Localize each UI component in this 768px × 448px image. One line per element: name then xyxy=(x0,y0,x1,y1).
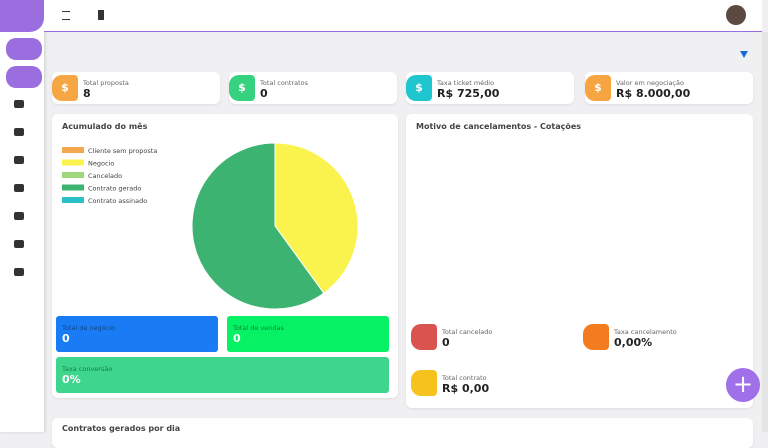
stat: Total cancelado 0 xyxy=(411,324,561,350)
kpi-icon: $ xyxy=(52,75,78,101)
kpi-value: 8 xyxy=(83,87,91,100)
summary-value: 0% xyxy=(62,373,81,386)
legend-swatch xyxy=(62,147,84,153)
nav-send[interactable] xyxy=(14,100,24,108)
nav-table[interactable] xyxy=(14,184,24,192)
summary-value: 0 xyxy=(62,332,70,345)
building-icon[interactable] xyxy=(98,10,104,20)
month-panel: Acumulado do mês Cliente sem proposta Neg… xyxy=(52,114,398,398)
kpi-value: R$ 725,00 xyxy=(437,87,500,100)
kpi-label: Total contratos xyxy=(260,79,309,87)
filter-icon[interactable] xyxy=(740,51,748,58)
panel-title: Motivo de cancelamentos - Cotações xyxy=(416,122,582,131)
kpi-card: $ Valor em negociação R$ 8.000,00 xyxy=(585,72,753,104)
legend-label: Negocio xyxy=(88,160,114,168)
pie-slice xyxy=(274,142,359,294)
scrollbar xyxy=(762,32,768,432)
legend-swatch xyxy=(62,172,84,178)
legend-label: Contrato assinado xyxy=(88,197,147,205)
nav-org[interactable] xyxy=(14,156,24,164)
legend-swatch xyxy=(62,159,84,166)
stat-label: Taxa cancelamento xyxy=(614,328,677,336)
kpi-card: $ Taxa ticket médio R$ 725,00 xyxy=(406,72,574,104)
legend-swatch xyxy=(62,197,84,203)
stat: Total contrato R$ 0,00 xyxy=(411,370,561,396)
stat-label: Total cancelado xyxy=(442,328,493,336)
legend-label: Cliente sem proposta xyxy=(88,147,157,155)
pie-slice xyxy=(191,142,325,310)
pie-chart: Cliente sem proposta Negocio Cancelado Cont… xyxy=(62,142,359,310)
summary-label: Total de vendas xyxy=(233,324,284,332)
summary-label: Taxa conversão xyxy=(62,365,113,373)
kpi-card: $ Total contratos 0 xyxy=(229,72,397,104)
stat-icon xyxy=(411,370,437,396)
nav-users[interactable] xyxy=(14,128,24,136)
fab-add[interactable]: + xyxy=(726,368,760,402)
kpi-label: Taxa ticket médio xyxy=(437,79,495,87)
kpi-icon: $ xyxy=(585,75,611,101)
summary-box: Taxa conversão 0% xyxy=(56,357,389,393)
menu-icon[interactable] xyxy=(62,11,70,20)
summary-box: Total de negócio 0 xyxy=(56,316,218,352)
kpi-icon: $ xyxy=(406,75,432,101)
nav-home[interactable] xyxy=(6,38,42,60)
nav-user[interactable] xyxy=(14,268,24,276)
kpi-card: $ Total proposta 8 xyxy=(52,72,220,104)
kpi-label: Total proposta xyxy=(83,79,129,87)
topbar xyxy=(44,0,762,32)
stat-value: R$ 0,00 xyxy=(442,382,490,395)
panel-title: Acumulado do mês xyxy=(62,122,148,131)
bottom-panel: Contratos gerados por dia xyxy=(52,418,753,448)
kpi-label: Valor em negociação xyxy=(616,79,684,87)
stat-icon xyxy=(411,324,437,350)
logo[interactable] xyxy=(0,0,44,32)
nav-cars[interactable] xyxy=(14,212,24,220)
legend-swatch xyxy=(62,184,84,191)
stat-value: 0 xyxy=(442,336,450,349)
nav-list[interactable] xyxy=(14,240,24,248)
nav-dashboard[interactable] xyxy=(6,66,42,88)
legend-label: Cancelado xyxy=(88,172,122,180)
cancel-panel: Motivo de cancelamentos - Cotações xyxy=(406,114,753,408)
kpi-value: R$ 8.000,00 xyxy=(616,87,691,100)
summary-label: Total de negócio xyxy=(62,324,116,332)
legend-label: Contrato gerado xyxy=(88,185,141,193)
stat-value: 0,00% xyxy=(614,336,653,349)
stat: Taxa cancelamento 0,00% xyxy=(583,324,733,350)
stat-label: Total contrato xyxy=(442,374,487,382)
sidebar xyxy=(0,0,44,432)
kpi-icon: $ xyxy=(229,75,255,101)
avatar[interactable] xyxy=(726,5,746,25)
kpi-value: 0 xyxy=(260,87,268,100)
summary-value: 0 xyxy=(233,332,241,345)
panel-title: Contratos gerados por dia xyxy=(62,424,181,433)
stat-icon xyxy=(583,324,609,350)
summary-box: Total de vendas 0 xyxy=(227,316,389,352)
